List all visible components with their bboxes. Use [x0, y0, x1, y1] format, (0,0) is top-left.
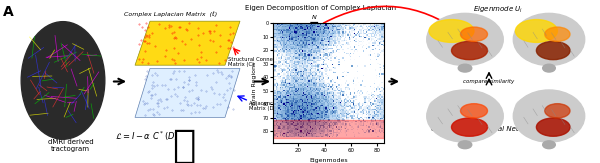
- Ellipse shape: [458, 64, 472, 72]
- Text: Eigen Decomposition of Complex Laplacian: Eigen Decomposition of Complex Laplacian: [245, 5, 397, 11]
- Ellipse shape: [536, 41, 570, 60]
- Ellipse shape: [461, 104, 487, 118]
- Ellipse shape: [458, 141, 472, 149]
- Ellipse shape: [429, 96, 474, 119]
- Text: compare similarity: compare similarity: [463, 79, 515, 84]
- Ellipse shape: [543, 141, 556, 149]
- Ellipse shape: [536, 118, 570, 136]
- Text: Eigenmode $U_i$: Eigenmode $U_i$: [473, 5, 523, 15]
- Text: A: A: [3, 5, 14, 19]
- Polygon shape: [135, 21, 240, 65]
- Ellipse shape: [545, 27, 570, 41]
- Text: Structural Connectivity
Matrix (C): Structural Connectivity Matrix (C): [228, 57, 289, 67]
- Ellipse shape: [21, 22, 105, 139]
- Text: dMRI derived
tractogram: dMRI derived tractogram: [48, 139, 94, 152]
- Ellipse shape: [515, 20, 557, 42]
- Ellipse shape: [545, 104, 570, 118]
- Ellipse shape: [427, 90, 503, 142]
- Ellipse shape: [461, 27, 487, 41]
- Ellipse shape: [452, 118, 487, 136]
- Text: $\mathcal{L} = I - \alpha\ C^*(D)$: $\mathcal{L} = I - \alpha\ C^*(D)$: [115, 130, 179, 143]
- Ellipse shape: [452, 41, 487, 60]
- Text: Complex Laplacian Matrix  (ℓ): Complex Laplacian Matrix (ℓ): [124, 11, 218, 17]
- Ellipse shape: [513, 13, 585, 66]
- Text: Canonical Functional Network (ψ): Canonical Functional Network (ψ): [431, 126, 547, 132]
- Bar: [273, 120, 384, 138]
- Y-axis label: Brain Regions: Brain Regions: [252, 61, 257, 105]
- X-axis label: Eigenmodes: Eigenmodes: [309, 158, 348, 163]
- Text: Adjacency Distance
Matrix (Dᵢⱼ=γmᵢⱼ): Adjacency Distance Matrix (Dᵢⱼ=γmᵢⱼ): [249, 101, 301, 111]
- Text: $\mathcal{L} = \sum_{n=1}^{N} u_n \lambda_n u_n^H$: $\mathcal{L} = \sum_{n=1}^{N} u_n \lambd…: [288, 14, 353, 44]
- Text: ⎵: ⎵: [173, 127, 196, 163]
- Ellipse shape: [515, 96, 557, 119]
- Ellipse shape: [543, 64, 556, 72]
- Ellipse shape: [429, 20, 474, 42]
- Polygon shape: [135, 68, 240, 117]
- Ellipse shape: [513, 90, 585, 142]
- Ellipse shape: [427, 13, 503, 66]
